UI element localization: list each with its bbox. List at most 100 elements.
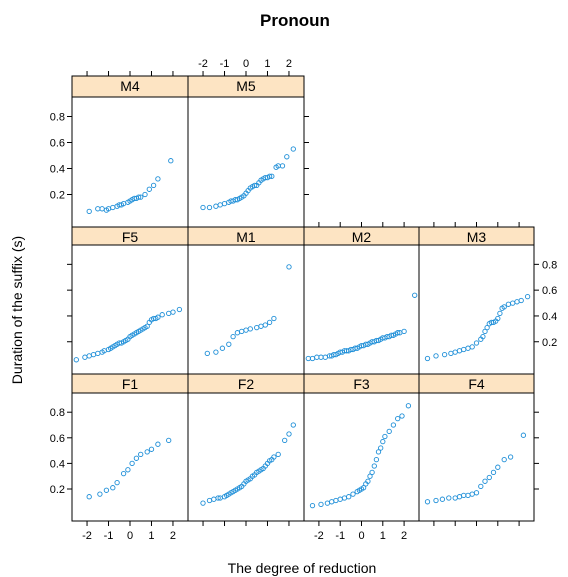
strip-label: M5 bbox=[236, 78, 256, 94]
data-point bbox=[484, 324, 490, 331]
panel-f2: F2 bbox=[187, 373, 305, 522]
panel-background bbox=[72, 393, 188, 521]
x-tick-label: 1 bbox=[264, 58, 270, 70]
data-point bbox=[86, 494, 92, 500]
x-axis-label: The degree of reduction bbox=[228, 560, 377, 576]
data-point bbox=[386, 428, 392, 435]
data-point bbox=[373, 456, 380, 463]
axes-layer: -2 -1 0 1 2 -2 -1 0 1 2 -2 -1 0 1 2 0.2 0.4 0.6 0.8 0.2 0.4 0… bbox=[50, 58, 558, 542]
data-point bbox=[360, 485, 367, 491]
y-tick-label: 0.8 bbox=[542, 259, 557, 271]
data-point bbox=[286, 431, 292, 437]
data-point bbox=[369, 469, 375, 476]
data-point bbox=[282, 437, 288, 444]
data-point bbox=[271, 454, 277, 460]
data-point bbox=[375, 449, 382, 455]
data-point bbox=[395, 330, 401, 336]
data-point bbox=[290, 422, 296, 428]
strip-f1 bbox=[72, 374, 188, 393]
data-point bbox=[176, 306, 183, 313]
y-tick-label: 0.2 bbox=[542, 337, 557, 349]
x-tick-label: 0 bbox=[358, 530, 364, 542]
data-point bbox=[441, 351, 448, 358]
x-tick-label: 0 bbox=[243, 58, 249, 70]
data-point bbox=[155, 314, 161, 320]
panel-background bbox=[72, 97, 188, 227]
data-point bbox=[469, 344, 475, 350]
x-tick-label: 2 bbox=[401, 530, 407, 542]
x-tick-label: -1 bbox=[220, 58, 230, 70]
strip-m3 bbox=[419, 227, 534, 245]
data-point bbox=[138, 194, 144, 200]
data-point bbox=[159, 312, 165, 318]
data-point bbox=[395, 415, 401, 422]
panel-background bbox=[188, 393, 304, 521]
data-point bbox=[266, 173, 273, 179]
data-point bbox=[144, 323, 150, 329]
data-point bbox=[155, 441, 161, 447]
y-tick-label: 0.6 bbox=[542, 285, 557, 297]
panel-background bbox=[72, 245, 188, 374]
data-point bbox=[412, 292, 418, 298]
x-tick-label: -1 bbox=[104, 530, 114, 542]
data-point bbox=[200, 204, 206, 211]
panel-m3: M3 bbox=[418, 226, 535, 375]
panel-background bbox=[188, 97, 304, 227]
strip-label: M2 bbox=[352, 229, 372, 245]
data-point bbox=[507, 454, 514, 460]
data-point bbox=[318, 501, 324, 508]
data-point bbox=[142, 191, 148, 198]
data-point bbox=[495, 464, 501, 470]
y-tick-label: 0.8 bbox=[50, 112, 65, 124]
data-point bbox=[271, 315, 277, 322]
y-tick-label: 0.6 bbox=[50, 433, 65, 445]
data-point bbox=[138, 451, 144, 458]
panels-layer: M4 M5 F5 M1 M2 M3 F1 F2 F3 F4 bbox=[71, 75, 535, 522]
x-tick-label: 2 bbox=[170, 530, 176, 542]
strip-label: F2 bbox=[238, 376, 255, 392]
data-point bbox=[346, 494, 352, 500]
data-point bbox=[524, 293, 531, 300]
data-point bbox=[226, 341, 232, 347]
data-point bbox=[439, 496, 446, 502]
data-point bbox=[497, 310, 503, 317]
panel-m1: M1 bbox=[187, 226, 305, 375]
strip-f5 bbox=[72, 227, 188, 245]
data-point bbox=[275, 451, 281, 458]
panel-f5: F5 bbox=[71, 226, 189, 375]
data-point bbox=[120, 470, 127, 477]
data-point bbox=[279, 163, 286, 169]
data-point bbox=[125, 467, 131, 473]
data-point bbox=[501, 456, 507, 463]
data-point bbox=[284, 154, 290, 160]
x-tick-label: 1 bbox=[148, 530, 154, 542]
data-point bbox=[170, 309, 176, 315]
data-point bbox=[144, 449, 150, 455]
panel-background bbox=[419, 245, 534, 374]
data-point bbox=[486, 474, 492, 481]
data-point bbox=[135, 194, 142, 200]
data-point bbox=[168, 158, 174, 164]
data-point bbox=[215, 495, 221, 501]
y-tick-label: 0.4 bbox=[50, 458, 65, 470]
strip-label: F1 bbox=[122, 376, 139, 392]
y-tick-label: 0.6 bbox=[50, 138, 65, 150]
data-point bbox=[495, 315, 501, 322]
data-point bbox=[424, 499, 431, 505]
data-point bbox=[97, 491, 103, 497]
data-point bbox=[520, 432, 527, 438]
data-point bbox=[433, 353, 439, 359]
data-point bbox=[200, 500, 206, 506]
data-point bbox=[219, 345, 226, 351]
data-point bbox=[166, 437, 172, 444]
strip-label: M1 bbox=[236, 229, 256, 245]
data-point bbox=[266, 319, 273, 326]
data-point bbox=[213, 349, 219, 355]
data-point bbox=[247, 326, 253, 332]
panel-background bbox=[304, 245, 419, 374]
strip-label: F4 bbox=[468, 376, 485, 392]
data-point bbox=[433, 497, 439, 504]
data-point bbox=[405, 403, 412, 409]
data-point bbox=[129, 460, 135, 467]
y-tick-label: 0.8 bbox=[50, 407, 65, 419]
